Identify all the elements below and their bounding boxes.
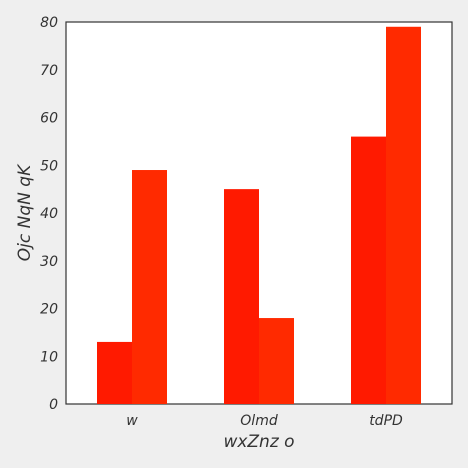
x-tick-label: Olmd — [240, 413, 278, 429]
x-tick-label: tdPD — [369, 413, 403, 429]
bars-group — [97, 26, 421, 405]
bar-tdpd-series-2 — [386, 26, 421, 405]
bar-olmd-series-2 — [259, 318, 294, 404]
y-tick-label: 10 — [40, 349, 58, 365]
y-tick-label: 50 — [40, 158, 58, 174]
y-tick-labels: 0 10 20 30 40 50 60 70 80 — [40, 15, 58, 413]
y-tick-label: 0 — [49, 397, 58, 413]
y-tick-label: 30 — [40, 254, 58, 270]
x-tick-labels: w Olmd tdPD — [126, 413, 403, 429]
bar-tdpd-series-1 — [351, 136, 386, 404]
y-tick-label: 80 — [40, 15, 58, 31]
y-tick-label: 60 — [40, 111, 58, 127]
bar-w-series-1 — [97, 341, 132, 404]
y-tick-label: 40 — [40, 206, 58, 222]
y-tick-label: 20 — [40, 302, 58, 318]
bar-olmd-series-1 — [224, 189, 259, 404]
x-axis-title: wxZnz o — [223, 432, 294, 452]
x-tick-label: w — [126, 413, 138, 429]
y-tick-label: 70 — [40, 63, 58, 79]
y-axis-title: Ojc NqN qK — [15, 163, 35, 261]
bar-w-series-2 — [132, 170, 167, 404]
